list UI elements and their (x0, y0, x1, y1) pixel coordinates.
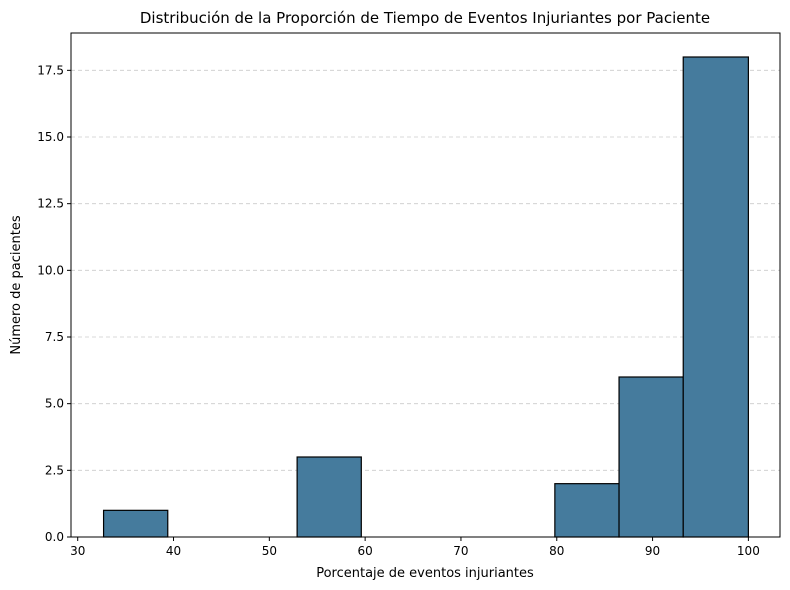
y-axis-ticks: 0.0 2.5 5.0 7.5 10.0 12.5 15.0 17.5 (37, 63, 71, 544)
histogram-bar (682, 56, 749, 538)
x-tick-label: 50 (262, 544, 277, 558)
histogram-bar (554, 483, 620, 538)
x-tick-label: 40 (166, 544, 181, 558)
y-tick-label: 2.5 (45, 463, 64, 477)
y-tick-label: 10.0 (37, 263, 64, 277)
y-axis-label: Número de pacientes (9, 215, 24, 354)
y-tick-label: 7.5 (45, 330, 64, 344)
y-tick-label: 0.0 (45, 530, 64, 544)
histogram-bars (102, 56, 749, 538)
x-tick-label: 100 (737, 544, 760, 558)
y-tick-label: 5.0 (45, 397, 64, 411)
y-tick-label: 17.5 (37, 63, 64, 77)
histogram-bar (102, 509, 169, 538)
x-tick-label: 70 (453, 544, 468, 558)
x-tick-label: 30 (70, 544, 85, 558)
x-tick-label: 90 (645, 544, 660, 558)
y-tick-label: 12.5 (37, 197, 64, 211)
y-tick-label: 15.0 (37, 130, 64, 144)
histogram-bar (618, 376, 684, 538)
x-tick-label: 60 (357, 544, 372, 558)
x-tick-label: 80 (549, 544, 564, 558)
histogram-bar (296, 456, 362, 538)
plot-frame (70, 32, 781, 538)
x-axis-label: Porcentaje de eventos injuriantes (316, 566, 534, 581)
x-axis-ticks: 30 40 50 60 70 80 90 100 (70, 537, 760, 558)
chart-title: Distribución de la Proporción de Tiempo … (140, 9, 710, 27)
